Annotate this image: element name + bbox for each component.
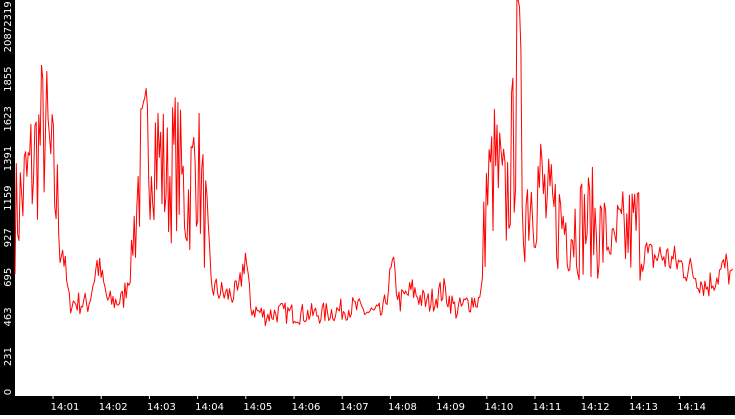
x-tick-label: 14:08 [388, 402, 417, 413]
y-tick-label: 2319 [3, 1, 14, 26]
x-tick-label: 14:01 [51, 402, 80, 413]
y-tick-label: 0 [3, 389, 14, 395]
y-axis-band [0, 0, 15, 415]
x-axis-band [0, 396, 735, 415]
x-tick-label: 14:09 [436, 402, 465, 413]
y-tick-label: 231 [3, 347, 14, 366]
series-layer [14, 0, 734, 327]
series-line [14, 0, 734, 327]
x-tick-label: 14:13 [629, 402, 658, 413]
x-tick-label: 14:03 [147, 402, 176, 413]
y-tick-label: 1623 [3, 106, 14, 131]
x-tick-label: 14:07 [340, 402, 369, 413]
x-tick-label: 14:11 [533, 402, 562, 413]
y-tick-label: 2087 [3, 27, 14, 52]
y-tick-label: 463 [3, 307, 14, 326]
y-tick-label: 1391 [3, 146, 14, 171]
x-tick-label: 14:05 [243, 402, 272, 413]
x-tick-label: 14:10 [484, 402, 513, 413]
x-tick-label: 14:02 [99, 402, 128, 413]
x-tick-label: 14:04 [195, 402, 224, 413]
x-tick-label: 14:06 [292, 402, 321, 413]
y-tick-label: 695 [3, 268, 14, 287]
y-tick-label: 1855 [3, 66, 14, 91]
x-tick-label: 14:12 [581, 402, 610, 413]
x-tick-label: 14:14 [677, 402, 706, 413]
y-tick-label: 927 [3, 228, 14, 247]
y-tick-label: 1159 [3, 185, 14, 210]
